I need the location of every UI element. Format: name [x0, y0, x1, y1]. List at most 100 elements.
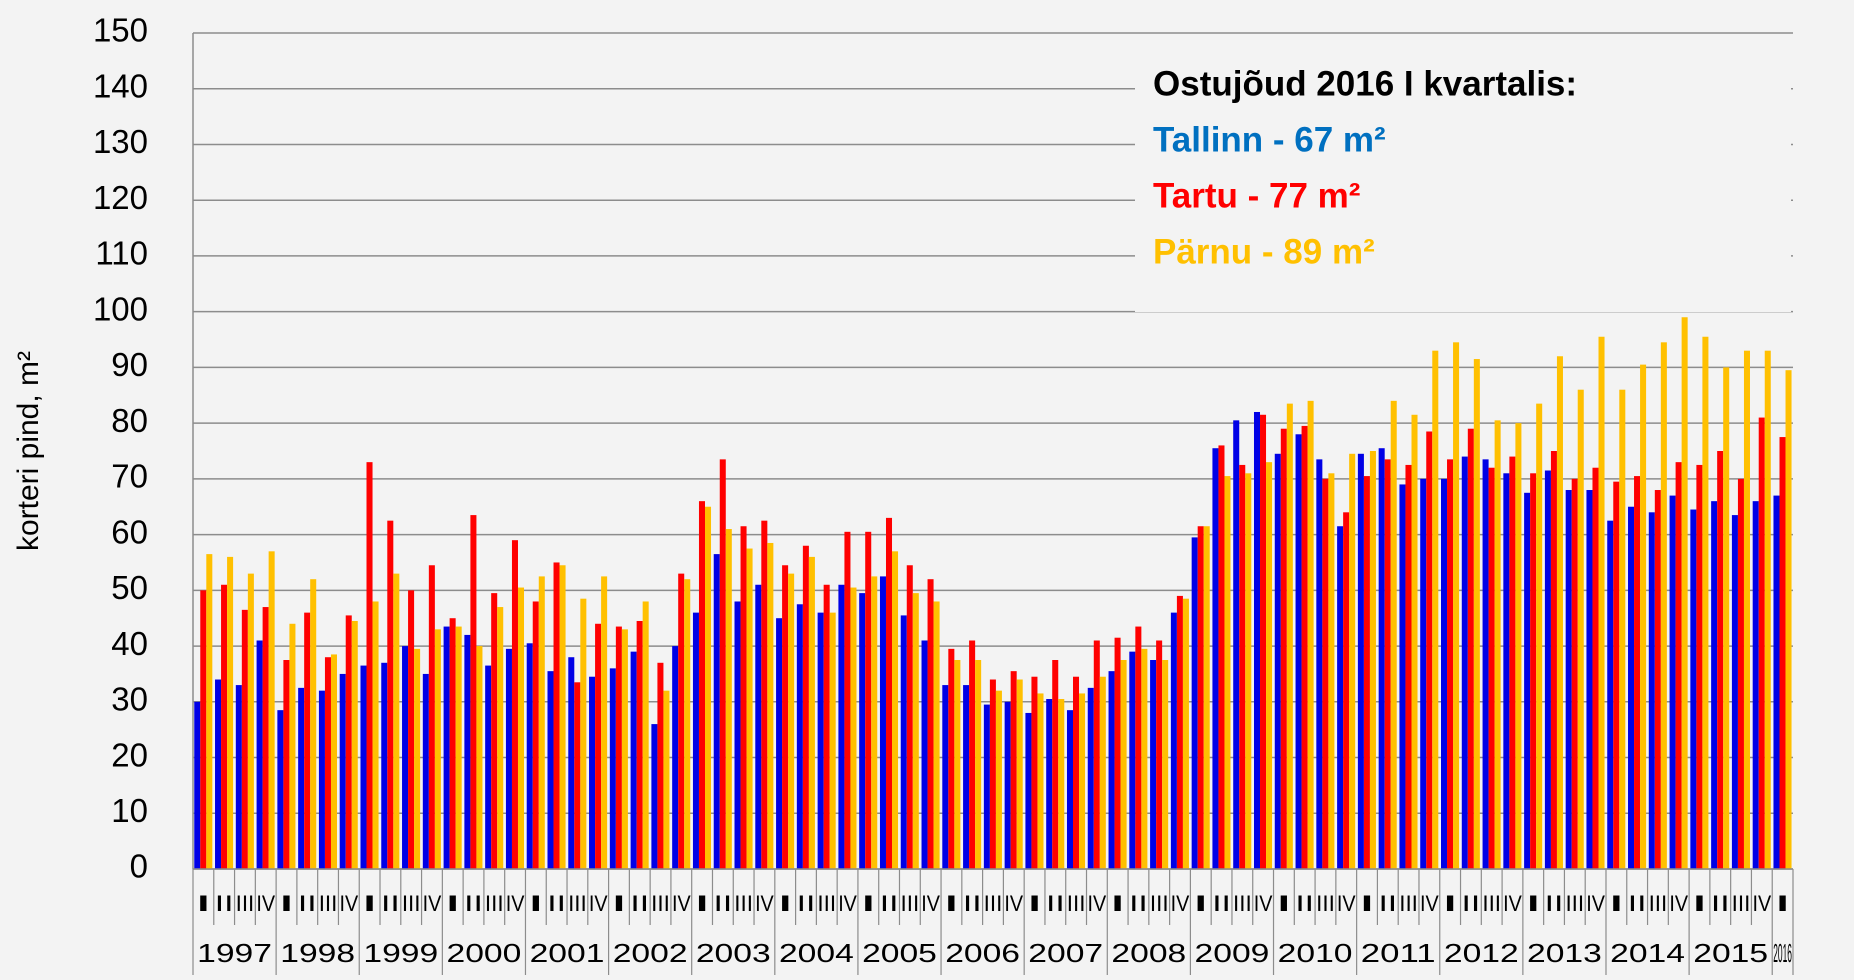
y-tick-label: 0	[130, 848, 148, 885]
bar	[574, 682, 581, 869]
bar	[1253, 411, 1261, 869]
bar	[1598, 336, 1605, 869]
bar	[1556, 356, 1563, 870]
x-tick-label: II	[298, 891, 317, 916]
bar	[1087, 687, 1094, 869]
y-tick-label: 110	[95, 235, 148, 272]
bar	[601, 576, 608, 869]
bar	[1441, 478, 1448, 869]
x-tick-label: IV	[1586, 891, 1605, 916]
x-tick-label: II	[1628, 891, 1647, 916]
y-tick-label: 90	[111, 346, 148, 383]
bar	[1654, 490, 1661, 869]
x-tick-label: IV	[506, 891, 525, 916]
bar	[684, 579, 691, 869]
x-tick-label: I	[859, 891, 878, 916]
bar	[808, 556, 815, 869]
bar	[1426, 431, 1433, 869]
x-tick-label: III	[319, 891, 338, 916]
bar	[1758, 417, 1765, 869]
y-tick-label: 100	[93, 290, 148, 327]
bar	[580, 598, 587, 869]
bar	[511, 540, 518, 869]
bar	[921, 640, 928, 869]
bar	[1114, 637, 1121, 869]
bar	[268, 551, 275, 869]
year-label: 2005	[862, 938, 937, 968]
bar	[1509, 456, 1516, 869]
bar	[948, 648, 955, 869]
bar	[387, 520, 394, 869]
x-tick-label: IV	[589, 891, 608, 916]
bar	[1690, 509, 1697, 869]
bar	[324, 657, 331, 869]
y-tick-label: 70	[111, 458, 148, 495]
bar	[1316, 459, 1323, 869]
x-tick-label: IV	[1503, 891, 1522, 916]
x-tick-label: III	[1399, 891, 1418, 916]
bar	[443, 626, 450, 869]
y-tick-label: 40	[111, 625, 148, 662]
bar	[1565, 490, 1572, 869]
bar	[1031, 676, 1038, 869]
bar	[755, 584, 762, 869]
x-tick-label: III	[984, 891, 1003, 916]
bar	[989, 679, 996, 869]
bar	[672, 646, 679, 869]
x-tick-label: I	[194, 891, 213, 916]
bar	[912, 593, 919, 869]
bar	[1411, 414, 1418, 869]
bar	[788, 573, 795, 869]
y-tick-label: 150	[93, 12, 148, 49]
bar	[485, 665, 492, 869]
x-tick-label: III	[817, 891, 836, 916]
bar	[538, 576, 545, 869]
bar	[983, 704, 990, 869]
bar	[761, 520, 768, 869]
x-tick-label: II	[1711, 891, 1730, 916]
x-tick-label: IV	[1420, 891, 1439, 916]
year-label: 2012	[1444, 938, 1519, 968]
year-label: 2016	[1773, 938, 1792, 968]
annotation: Pärnu - 89 m²	[1153, 232, 1375, 271]
x-tick-label: I	[1191, 891, 1210, 916]
x-tick-label: III	[1150, 891, 1169, 916]
bar	[1461, 456, 1468, 869]
year-label: 1999	[363, 938, 438, 968]
bar	[927, 579, 934, 869]
year-label: 1997	[197, 938, 272, 968]
bar	[1150, 660, 1157, 869]
bar	[1322, 478, 1329, 869]
bar	[1170, 612, 1177, 869]
bar	[532, 601, 539, 869]
bar	[1337, 526, 1344, 869]
x-tick-label: II	[1129, 891, 1148, 916]
bar	[568, 657, 575, 869]
year-label: 1998	[280, 938, 355, 968]
x-tick-label: I	[527, 891, 546, 916]
bar	[871, 576, 878, 869]
bar	[1550, 451, 1557, 869]
bar	[719, 459, 726, 869]
year-label: 2006	[945, 938, 1020, 968]
bar	[1378, 448, 1385, 869]
x-tick-label: I	[1773, 891, 1792, 916]
bar	[1093, 640, 1100, 869]
bar	[713, 554, 720, 869]
bar	[1349, 453, 1356, 869]
bar	[1224, 476, 1231, 869]
bar	[963, 685, 970, 869]
bar	[1162, 660, 1169, 869]
x-tick-label: III	[1316, 891, 1335, 916]
bar	[402, 646, 409, 869]
bar	[1010, 671, 1017, 869]
x-tick-label: II	[963, 891, 982, 916]
x-tick-label: III	[1482, 891, 1501, 916]
bar	[1274, 453, 1281, 869]
bar	[1328, 473, 1335, 869]
x-tick-label: IV	[1004, 891, 1023, 916]
bar	[823, 584, 830, 869]
bar	[360, 665, 367, 869]
bar	[1099, 676, 1106, 869]
bar	[1218, 445, 1225, 869]
